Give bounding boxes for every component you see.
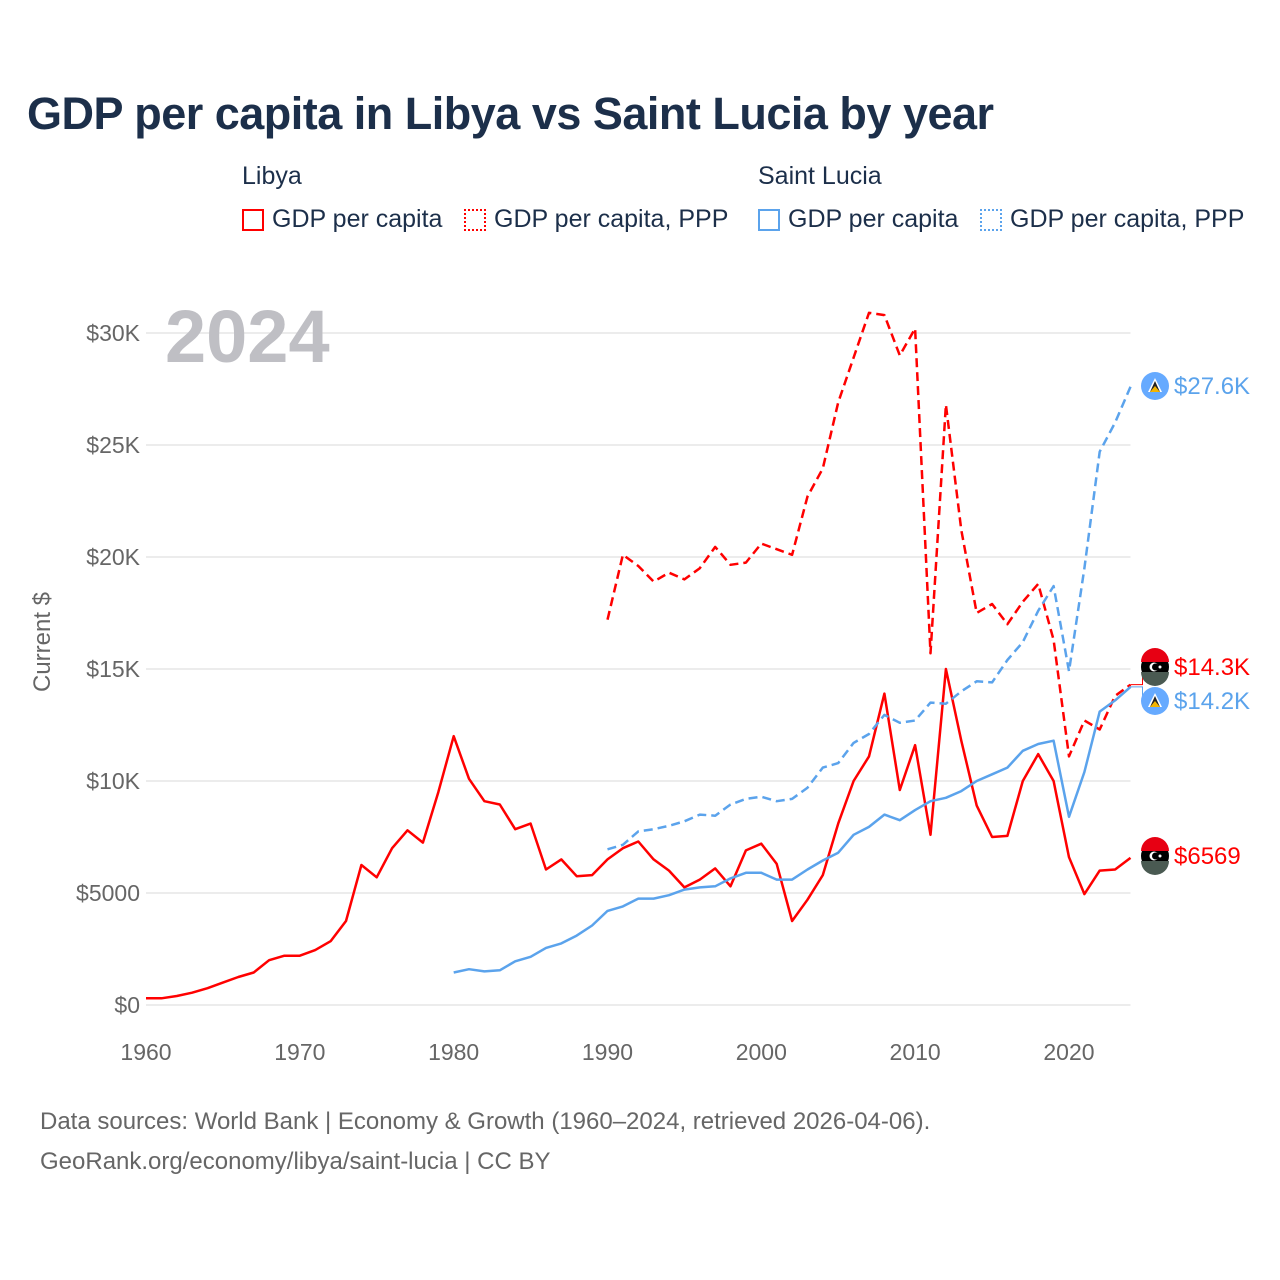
x-tick-label: 2010: [890, 1039, 941, 1065]
footer-sources: Data sources: World Bank | Economy & Gro…: [40, 1108, 931, 1135]
libya-flag-icon: [1141, 648, 1169, 686]
legend-swatch-solid: [242, 208, 264, 231]
legend-swatch-dotted: [464, 208, 486, 231]
saint-lucia-flag-icon: [1141, 687, 1169, 715]
legend-saint-lucia-gdp[interactable]: GDP per capita: [758, 205, 958, 234]
legend-group-saint-lucia: Saint Lucia: [758, 162, 882, 190]
year-watermark: 2024: [165, 295, 330, 378]
x-tick-label: 1970: [274, 1039, 325, 1065]
x-tick-label: 1960: [120, 1039, 171, 1065]
legend-swatch-solid: [758, 208, 780, 231]
x-tick-label: 2020: [1043, 1039, 1094, 1065]
x-tick-label: 2000: [736, 1039, 787, 1065]
footer-link[interactable]: GeoRank.org/economy/libya/saint-lucia | …: [40, 1148, 551, 1175]
legend-label: GDP per capita, PPP: [1010, 205, 1245, 233]
legend-swatch-dotted: [980, 208, 1002, 231]
legend-label: GDP per capita: [272, 205, 443, 233]
legend-libya-gdp-ppp[interactable]: GDP per capita, PPP: [464, 205, 728, 234]
end-value-label: $14.3K: [1174, 654, 1250, 681]
y-tick-label: $20K: [86, 544, 140, 570]
chart-title: GDP per capita in Libya vs Saint Lucia b…: [27, 88, 994, 139]
series-line-saint-lucia-gdp-per-capita[interactable]: [453, 685, 1132, 974]
series-line-libya-gdp-per-capita[interactable]: [146, 667, 1132, 1000]
y-tick-label: $10K: [86, 768, 140, 794]
y-tick-label: $0: [114, 992, 140, 1018]
y-tick-label: $25K: [86, 432, 140, 458]
x-tick-label: 1990: [582, 1039, 633, 1065]
saint-lucia-flag-icon: [1141, 372, 1169, 400]
legend-group-libya: Libya: [242, 162, 302, 190]
legend-saint-lucia-gdp-ppp[interactable]: GDP per capita, PPP: [980, 205, 1244, 234]
legend-label: GDP per capita: [788, 205, 959, 233]
end-value-label: $6569: [1174, 843, 1241, 870]
legend-label: GDP per capita, PPP: [494, 205, 729, 233]
libya-flag-icon: [1141, 837, 1169, 875]
y-tick-label: $5000: [76, 880, 140, 906]
series-line-libya-gdp-per-capita-ppp[interactable]: [606, 311, 1132, 758]
y-tick-label: $15K: [86, 656, 140, 682]
y-tick-label: $30K: [86, 320, 140, 346]
legend-libya-gdp[interactable]: GDP per capita: [242, 205, 442, 234]
series-line-saint-lucia-gdp-per-capita-ppp[interactable]: [607, 386, 1132, 851]
x-tick-label: 1980: [428, 1039, 479, 1065]
end-value-label: $27.6K: [1174, 373, 1250, 400]
end-value-label: $14.2K: [1174, 688, 1250, 715]
y-axis-label: Current $: [29, 592, 56, 692]
